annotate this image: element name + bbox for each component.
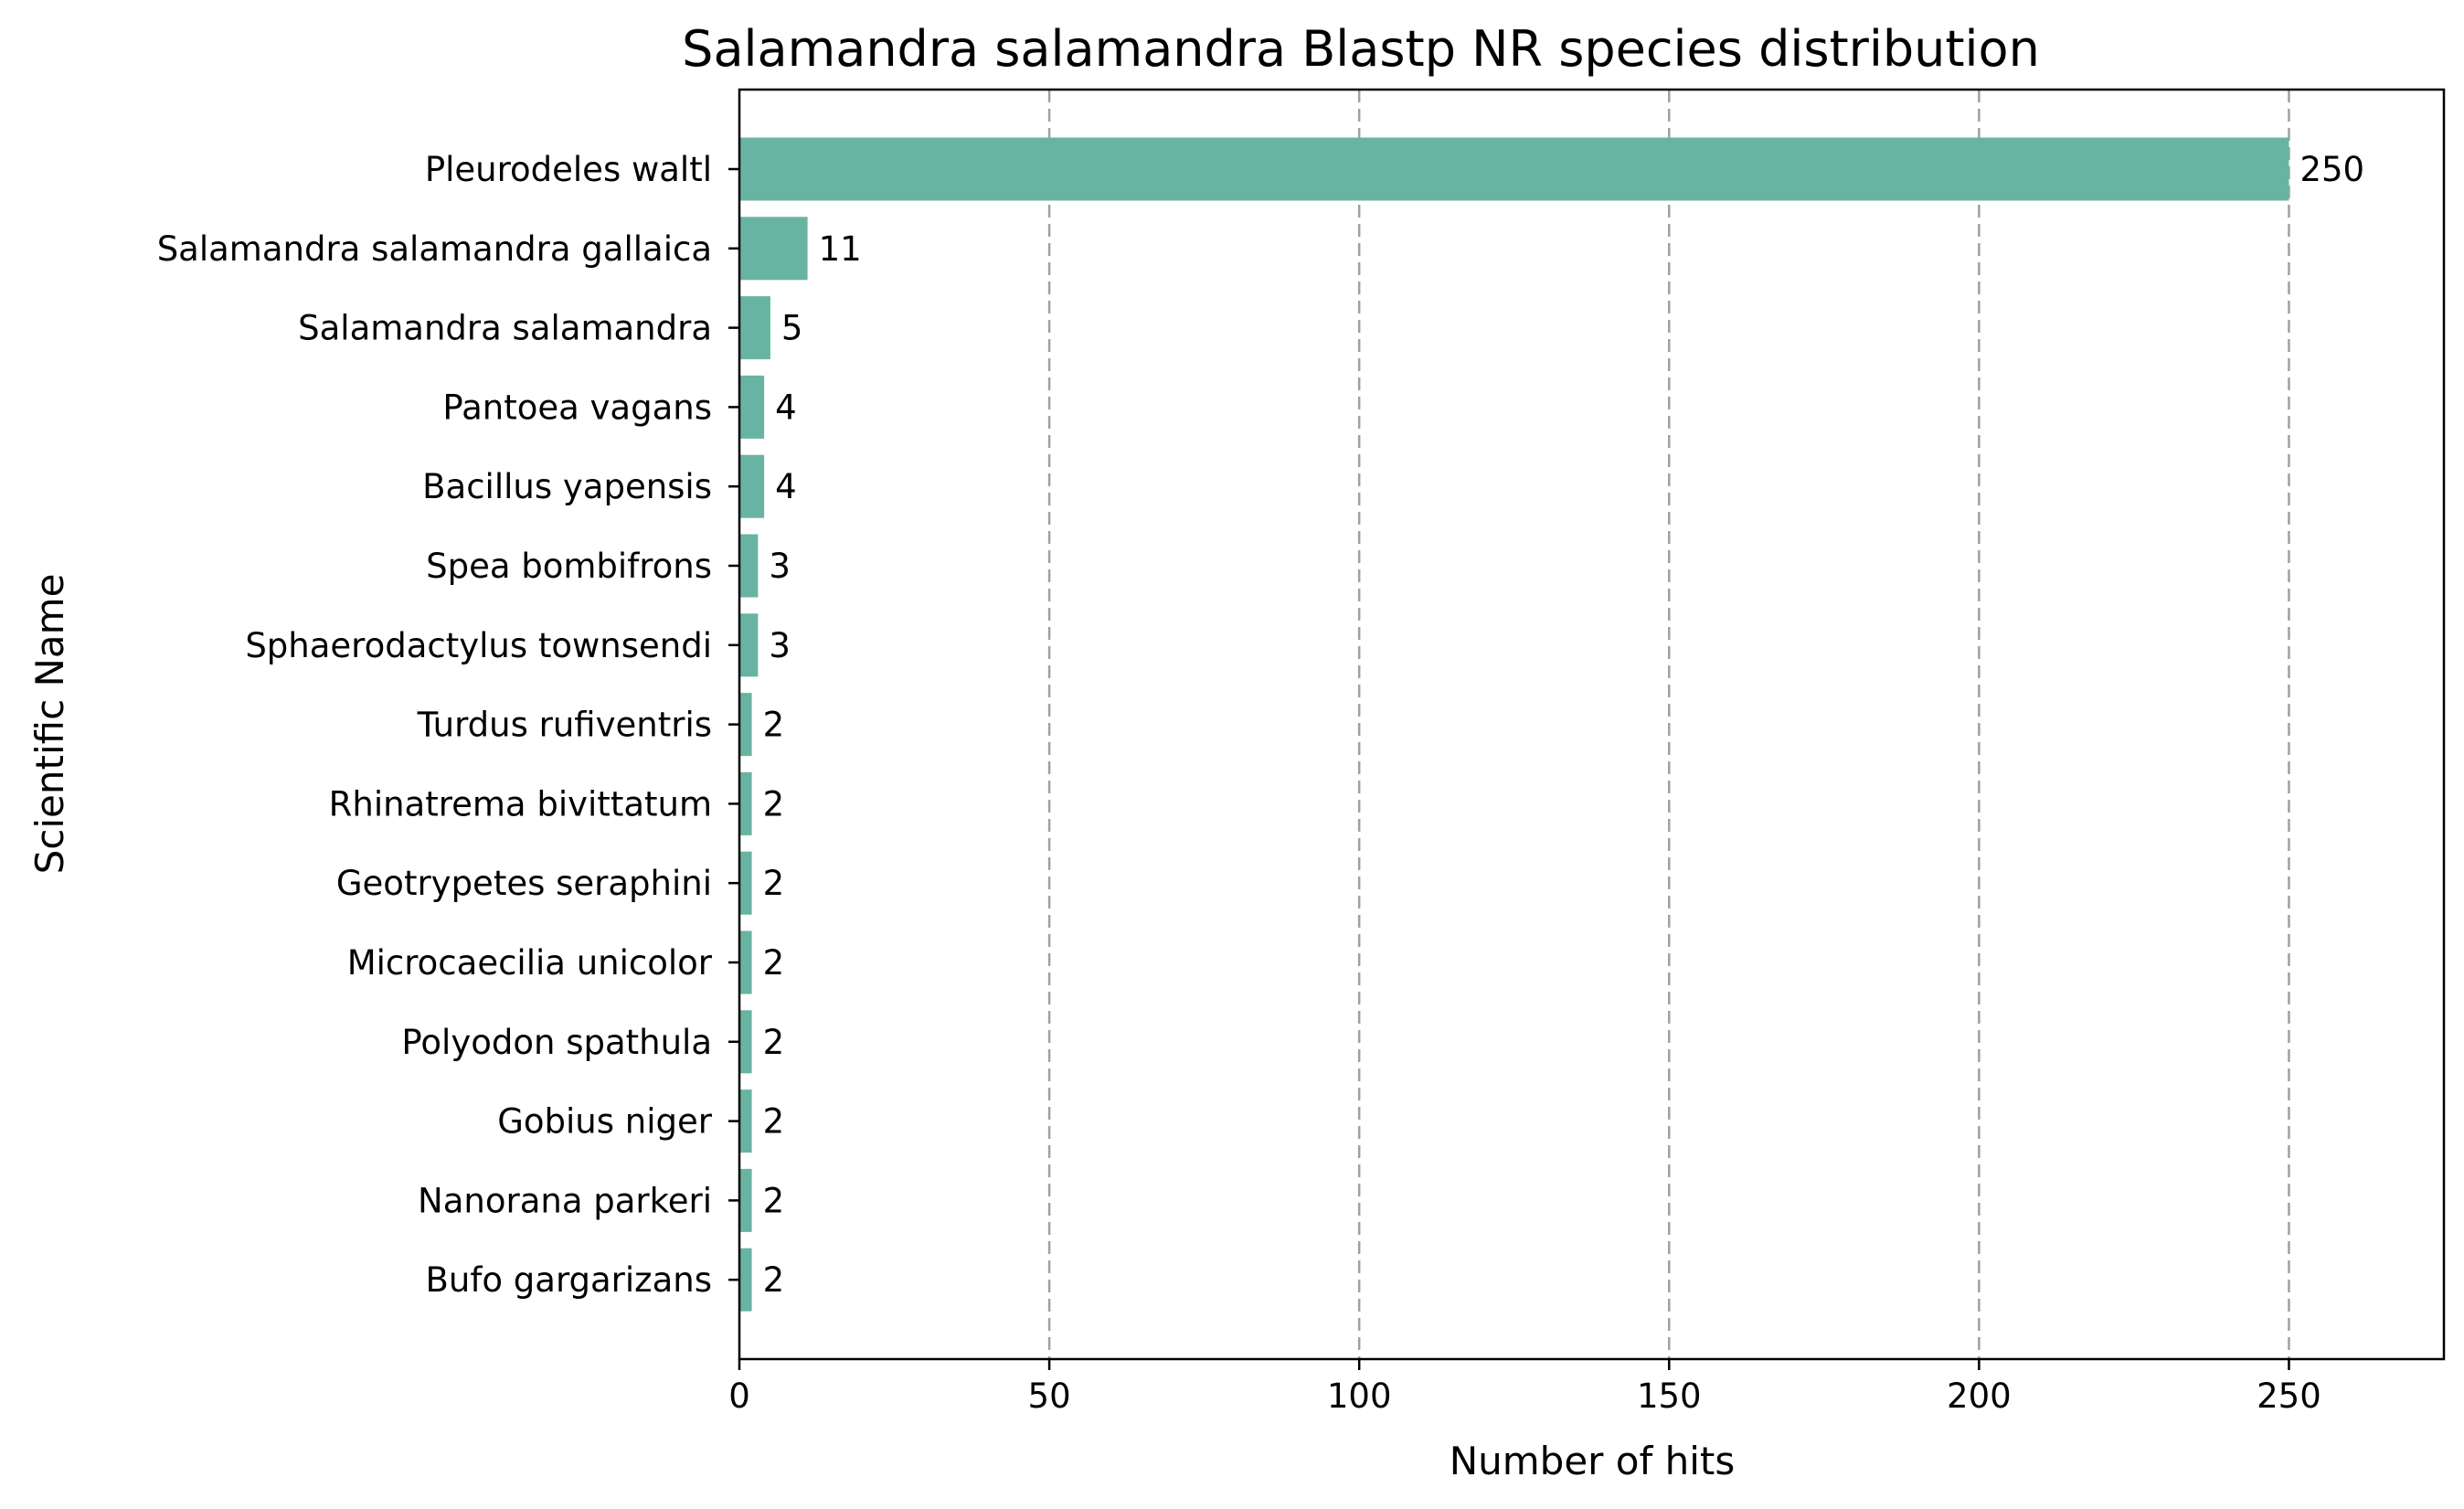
grid-lines <box>1047 90 2290 1359</box>
y-tick-label: Pantoea vagans <box>442 388 712 427</box>
bar <box>739 454 765 518</box>
bar-value-label: 4 <box>775 388 797 427</box>
x-tick-label: 100 <box>1327 1376 1392 1416</box>
y-tick-label: Salamandra salamandra gallaica <box>157 229 712 269</box>
y-tick-label: Bacillus yapensis <box>422 467 712 506</box>
bar <box>739 137 2289 201</box>
y-tick-label: Salamandra salamandra <box>298 309 712 348</box>
bars <box>739 137 2289 1312</box>
y-tick-label: Geotrypetes seraphini <box>336 864 712 903</box>
bar-value-label: 2 <box>763 1260 785 1300</box>
bar-value-label: 2 <box>763 1023 785 1062</box>
y-tick-label: Bufo gargarizans <box>426 1260 712 1300</box>
x-tick-label: 250 <box>2257 1376 2321 1416</box>
chart-title: Salamandra salamandra Blastp NR species … <box>682 20 2040 78</box>
bar-value-label: 2 <box>763 706 785 745</box>
bar-value-label: 11 <box>819 229 862 269</box>
y-tick-label: Spea bombifrons <box>426 547 712 586</box>
x-tick-label: 150 <box>1637 1376 1702 1416</box>
bar-value-label: 2 <box>763 864 785 903</box>
bar <box>739 1168 752 1232</box>
x-axis-ticks: 0 50 100 150 200 250 <box>728 1359 2321 1416</box>
x-tick-label: 0 <box>728 1376 750 1416</box>
bar <box>739 1089 752 1153</box>
y-axis-label: Scientific Name <box>27 574 72 875</box>
data-labels: 250 11 5 4 4 3 3 2 2 2 2 2 2 2 2 <box>763 150 2365 1300</box>
bar-value-label: 2 <box>763 1102 785 1142</box>
y-tick-label: Gobius niger <box>497 1102 713 1142</box>
y-tick-label: Nanorana parkeri <box>418 1181 712 1220</box>
bar-value-label: 250 <box>2299 150 2364 189</box>
plot-frame <box>738 88 2446 1361</box>
bar-value-label: 3 <box>769 547 791 586</box>
bar-value-label: 5 <box>781 309 803 348</box>
y-tick-label: Pleurodeles waltl <box>425 150 712 189</box>
bar-value-label: 2 <box>763 784 785 824</box>
y-tick-label: Polyodon spathula <box>401 1023 712 1062</box>
y-tick-label: Sphaerodactylus townsendi <box>245 626 712 665</box>
x-axis-label: Number of hits <box>1450 1439 1736 1483</box>
bar <box>739 1010 752 1074</box>
bar <box>739 851 752 915</box>
y-tick-label: Rhinatrema bivittatum <box>329 784 712 824</box>
bar-value-label: 4 <box>775 467 797 506</box>
y-tick-label: Microcaecilia unicolor <box>347 943 713 983</box>
y-tick-label: Turdus rufiventris <box>417 706 712 745</box>
bar <box>739 1248 752 1312</box>
bar <box>739 296 770 360</box>
bar <box>739 693 752 757</box>
bar <box>739 534 759 598</box>
bar <box>739 771 752 835</box>
bar-value-label: 2 <box>763 943 785 983</box>
bar <box>739 217 808 281</box>
bar <box>739 930 752 994</box>
bar-value-label: 3 <box>769 626 791 665</box>
x-tick-label: 200 <box>1947 1376 2012 1416</box>
bar-value-label: 2 <box>763 1181 785 1220</box>
bar <box>739 375 765 439</box>
y-axis-ticks: Pleurodeles waltl Salamandra salamandra g… <box>157 150 739 1300</box>
bar <box>739 613 759 677</box>
x-tick-label: 50 <box>1028 1376 1071 1416</box>
